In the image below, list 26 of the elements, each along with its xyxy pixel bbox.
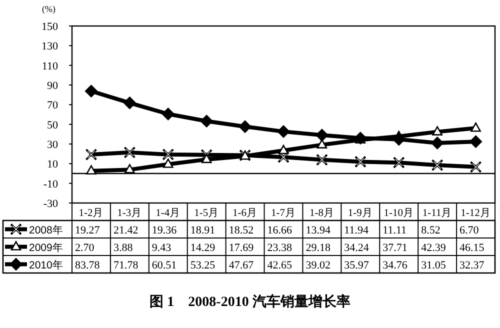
y-tick-label: 90 xyxy=(47,80,58,92)
x-tick-label: 1-5月 xyxy=(194,207,220,219)
x-tick-label: 1-8月 xyxy=(309,207,334,219)
x-tick-label: 1-4月 xyxy=(156,207,181,219)
y-tick-label: 10 xyxy=(47,158,58,171)
legend-label: 2010年 xyxy=(29,260,64,272)
legend-label: 2009年 xyxy=(29,242,64,254)
y-tick-label: -30 xyxy=(43,198,58,210)
y-tick-label: 130 xyxy=(42,40,58,53)
y-tick-label: 150 xyxy=(42,21,58,33)
y-tick-label: 50 xyxy=(47,119,58,132)
y-tick-label: -10 xyxy=(43,178,58,190)
y-tick-label: 110 xyxy=(42,60,58,72)
y-tick-label: 30 xyxy=(47,139,58,151)
x-tick-label: 1-2月 xyxy=(78,207,104,219)
x-tick-label: 1-9月 xyxy=(348,207,373,219)
x-tick-label: 1-11月 xyxy=(422,207,452,219)
ylabel: (%) xyxy=(42,4,56,14)
title: 图 1 2008-2010 汽车销量增长率 xyxy=(150,295,350,310)
x-tick-label: 1-7月 xyxy=(271,207,296,219)
x-tick-label: 1-10月 xyxy=(384,207,414,219)
x-tick-label: 1-6月 xyxy=(232,207,258,219)
legend-label: 2008年 xyxy=(29,224,64,236)
x-tick-label: 1-3月 xyxy=(117,207,142,219)
y-tick-label: 70 xyxy=(47,100,58,112)
x-tick-label: 1-12月 xyxy=(460,207,491,219)
